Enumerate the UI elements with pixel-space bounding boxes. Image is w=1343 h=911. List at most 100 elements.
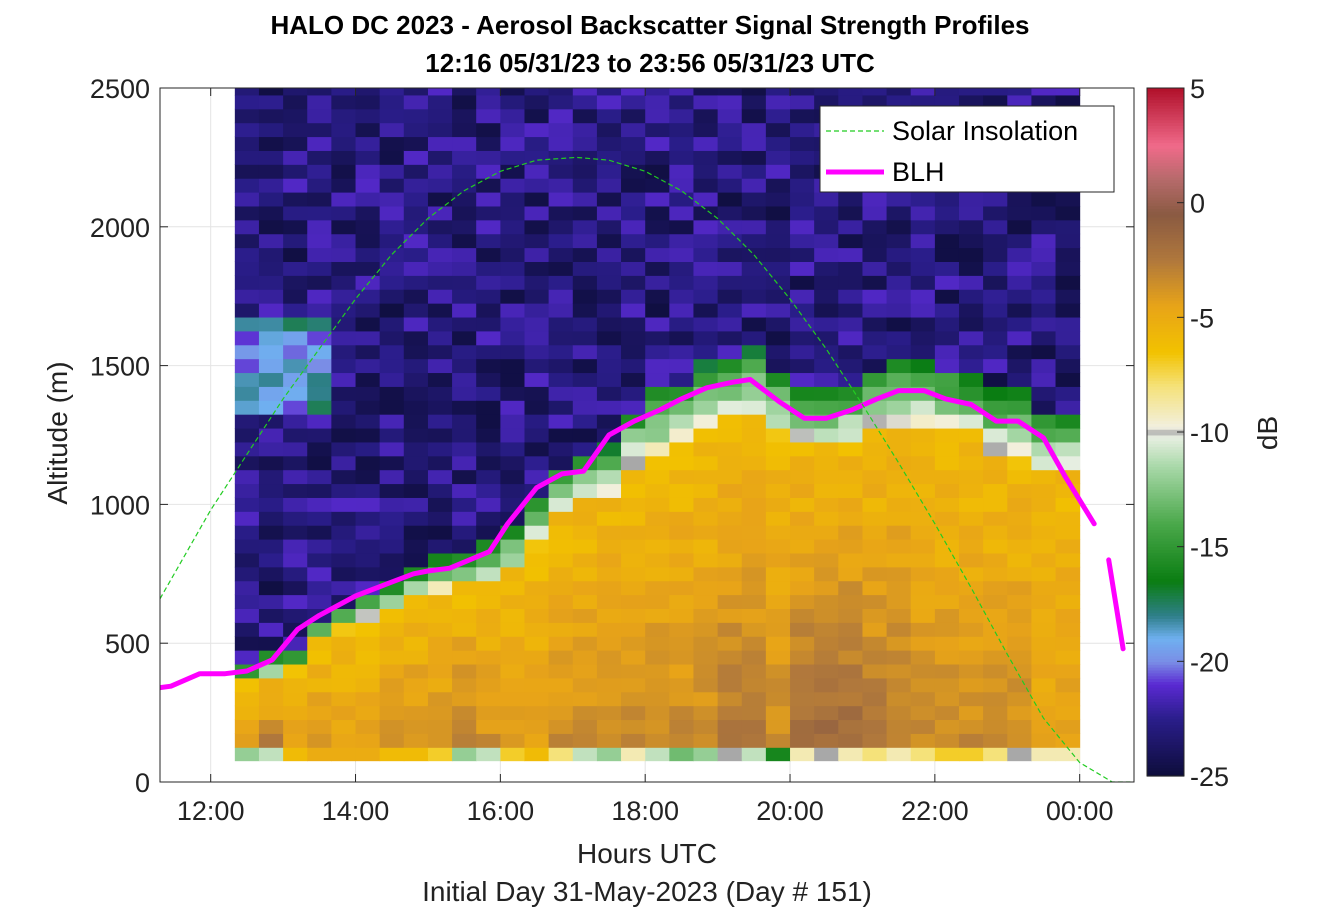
heatmap-cell: [790, 108, 815, 124]
heatmap-cell: [1031, 88, 1057, 96]
heatmap-cell: [790, 428, 815, 443]
heatmap-cell: [886, 566, 912, 582]
heatmap-cell: [693, 566, 719, 582]
colorbar-swatch: [1147, 632, 1184, 637]
colorbar-swatch: [1147, 171, 1184, 175]
heatmap-cell: [572, 219, 598, 235]
colorbar-swatch: [1147, 231, 1184, 235]
heatmap-cell: [910, 608, 936, 623]
heatmap-cell: [307, 233, 332, 249]
heatmap-cell: [790, 441, 815, 457]
heatmap-cell: [403, 289, 429, 304]
heatmap-cell: [934, 261, 960, 276]
heatmap-cell: [958, 414, 984, 429]
heatmap-cell: [355, 691, 381, 707]
heatmap-cell: [814, 317, 839, 332]
heatmap-cell: [669, 289, 694, 304]
heatmap-cell: [355, 719, 381, 734]
heatmap-cell: [283, 358, 308, 374]
colorbar-swatch: [1147, 606, 1184, 611]
heatmap-cell: [983, 580, 1008, 596]
heatmap-cell: [910, 441, 936, 457]
heatmap-cell: [862, 428, 888, 443]
heatmap-cell: [765, 414, 791, 429]
heatmap-cell: [452, 719, 477, 734]
heatmap-cell: [1055, 372, 1081, 387]
heatmap-cell: [693, 178, 719, 193]
heatmap-cell: [476, 219, 501, 235]
heatmap-cell: [403, 192, 429, 207]
heatmap-cell: [500, 108, 526, 124]
heatmap-cell: [790, 205, 815, 221]
heatmap-cell: [379, 88, 405, 96]
heatmap-cell: [355, 497, 381, 512]
heatmap-cell: [621, 455, 646, 471]
heatmap-cell: [910, 552, 936, 568]
heatmap-cell: [1055, 205, 1081, 221]
heatmap-cell: [596, 414, 622, 429]
heatmap-cell: [862, 719, 888, 734]
heatmap-cell: [765, 441, 791, 457]
heatmap-cell: [258, 247, 284, 262]
heatmap-cell: [958, 733, 984, 748]
colorbar-swatch: [1147, 274, 1184, 278]
colorbar-swatch: [1147, 297, 1184, 301]
heatmap-cell: [958, 386, 984, 401]
heatmap-cell: [862, 525, 888, 540]
heatmap-cell: [355, 108, 381, 124]
colorbar-swatch: [1147, 119, 1184, 123]
heatmap-cell: [814, 88, 839, 96]
heatmap-cell: [1055, 622, 1081, 637]
heatmap-cell: [379, 94, 405, 110]
heatmap-cell: [862, 247, 888, 262]
colorbar-swatch: [1147, 363, 1184, 367]
heatmap-cell: [814, 441, 839, 457]
heatmap-cell: [524, 275, 550, 290]
heatmap-cell: [452, 414, 477, 429]
heatmap-cell: [379, 386, 405, 401]
heatmap-cell: [331, 414, 356, 429]
heatmap-cell: [621, 192, 646, 207]
heatmap-cell: [862, 414, 888, 429]
heatmap-cell: [862, 261, 888, 276]
heatmap-cell: [331, 511, 356, 526]
heatmap-cell: [524, 261, 550, 276]
heatmap-cell: [331, 566, 356, 582]
heatmap-cell: [717, 539, 743, 554]
heatmap-cell: [355, 594, 381, 609]
heatmap-cell: [862, 469, 888, 485]
heatmap-cell: [910, 719, 936, 734]
heatmap-cell: [1055, 428, 1081, 443]
heatmap-cell: [500, 650, 526, 665]
heatmap-cell: [1055, 219, 1081, 235]
heatmap-cell: [886, 747, 912, 762]
heatmap-cell: [765, 192, 791, 207]
colorbar-swatch: [1147, 495, 1184, 499]
heatmap-cell: [910, 455, 936, 471]
heatmap-cell: [572, 150, 598, 165]
colorbar-swatch: [1147, 202, 1184, 207]
heatmap-cell: [452, 650, 477, 665]
heatmap-cell: [452, 525, 477, 540]
colorbar-swatch: [1147, 489, 1184, 493]
heatmap-cell: [1055, 497, 1081, 512]
heatmap-cell: [234, 400, 260, 415]
heatmap-cell: [403, 733, 429, 748]
heatmap-cell: [669, 747, 694, 762]
heatmap-cell: [621, 677, 646, 693]
heatmap-cell: [669, 511, 694, 526]
heatmap-cell: [790, 192, 815, 207]
heatmap-cell: [645, 677, 670, 693]
heatmap-cell: [693, 330, 719, 346]
heatmap-cell: [234, 580, 260, 596]
colorbar-swatch: [1147, 506, 1184, 510]
heatmap-cell: [886, 497, 912, 512]
colorbar-swatch: [1147, 420, 1184, 424]
heatmap-cell: [283, 386, 308, 401]
heatmap-cell: [1007, 247, 1032, 262]
heatmap-cell: [403, 747, 429, 762]
heatmap-cell: [765, 566, 791, 582]
heatmap-cell: [1007, 386, 1032, 401]
heatmap-cell: [355, 289, 381, 304]
heatmap-cell: [958, 303, 984, 318]
